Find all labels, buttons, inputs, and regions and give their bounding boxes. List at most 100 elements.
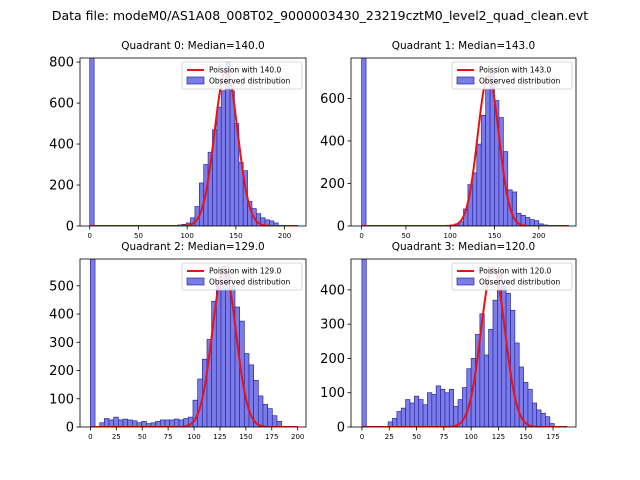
quadrant-1-bar bbox=[472, 172, 478, 226]
quadrant-0-x-tick-label: 200 bbox=[278, 232, 291, 240]
quadrant-2-title: Quadrant 2: Median=129.0 bbox=[121, 241, 264, 253]
quadrant-2-bar bbox=[257, 395, 264, 427]
quadrant-3-x-tick-label: 150 bbox=[519, 433, 532, 441]
quadrant-3-bar bbox=[545, 416, 551, 427]
quadrant-2-x-tick-label: 125 bbox=[213, 433, 226, 441]
quadrant-0-panel: Quadrant 0: Median=140.0 0 50 100 150 200 0 200… bbox=[49, 40, 307, 240]
quadrant-2-legend-bar-swatch bbox=[186, 277, 205, 286]
quadrant-0-x-tick-label: 100 bbox=[180, 232, 193, 240]
quadrant-3-bar bbox=[448, 388, 455, 427]
quadrant-2-x-tick-label: 0 bbox=[88, 433, 92, 441]
quadrant-3-bar bbox=[540, 412, 546, 427]
quadrant-1-legend-box bbox=[451, 61, 573, 90]
quadrant-2-bar bbox=[159, 419, 166, 427]
quadrant-2-x-tick-label: 25 bbox=[112, 433, 121, 441]
quadrant-3-fit-line bbox=[361, 266, 568, 427]
quadrant-1-y-tick-label: 200 bbox=[320, 177, 345, 192]
quadrant-3-bar bbox=[488, 328, 494, 427]
quadrant-2-y-tick-label: 400 bbox=[49, 308, 74, 323]
quadrant-0-legend-box bbox=[181, 61, 303, 90]
quadrant-3-y-tick-label: 100 bbox=[320, 386, 345, 401]
quadrant-3-x-tick-label: 125 bbox=[492, 433, 505, 441]
quadrant-1-title: Quadrant 1: Median=143.0 bbox=[392, 40, 535, 52]
quadrant-1-x-tick-label: 150 bbox=[488, 232, 501, 240]
quadrant-0-bar bbox=[220, 90, 226, 226]
quadrant-3-bar bbox=[418, 399, 424, 427]
quadrant-2-bar bbox=[215, 285, 222, 427]
quadrant-2-y-tick-label: 200 bbox=[49, 364, 74, 379]
quadrant-3-y-tick-label: 300 bbox=[320, 318, 345, 333]
quadrant-2-bar bbox=[225, 274, 231, 427]
quadrant-2-x-tick-label: 100 bbox=[187, 433, 200, 441]
quadrant-3-bar bbox=[431, 394, 437, 427]
quadrant-3-bar bbox=[444, 392, 450, 427]
quadrant-3-x-tick-label: 75 bbox=[439, 433, 448, 441]
quadrant-3-bar bbox=[409, 402, 415, 427]
quadrant-2-bar bbox=[113, 416, 119, 427]
quadrant-0-fit-line bbox=[89, 69, 299, 226]
quadrant-1-fit-line bbox=[361, 74, 569, 226]
quadrant-3-plot-area bbox=[361, 259, 568, 427]
quadrant-0-y-tick-label: 0 bbox=[66, 220, 74, 235]
quadrant-2-x-tick-label: 175 bbox=[265, 433, 278, 441]
quadrant-2-bar bbox=[276, 421, 282, 427]
quadrant-3-y-tick-label: 0 bbox=[337, 421, 345, 436]
quadrant-3-bar bbox=[400, 407, 406, 427]
quadrant-2-y-tick-label: 100 bbox=[49, 392, 74, 407]
quadrant-2-bar bbox=[90, 259, 96, 427]
quadrant-1-bar bbox=[511, 191, 517, 226]
quadrant-2-bar bbox=[122, 418, 129, 427]
quadrant-0-legend-observed-label: Observed distribution bbox=[209, 77, 290, 86]
quadrant-2-y-tick-label: 500 bbox=[49, 279, 74, 294]
quadrant-3-bar bbox=[453, 406, 459, 427]
quadrant-3-bar bbox=[536, 409, 542, 427]
quadrant-2-bar bbox=[118, 419, 124, 427]
quadrant-2-bar bbox=[169, 419, 175, 427]
quadrant-3-x-tick-label: 175 bbox=[546, 433, 559, 441]
quadrant-2-fit-line bbox=[90, 267, 298, 427]
quadrant-0-plot-area bbox=[89, 58, 299, 226]
quadrant-2-x-tick-label: 50 bbox=[138, 433, 147, 441]
quadrant-3-bar bbox=[396, 411, 402, 427]
quadrant-2-bar bbox=[127, 419, 133, 427]
quadrant-1-x-tick-label: 0 bbox=[359, 232, 363, 240]
quadrant-3-y-tick-label: 400 bbox=[320, 283, 345, 298]
quadrant-1-legend-observed-label: Observed distribution bbox=[479, 77, 560, 86]
quadrant-2-bar bbox=[173, 418, 180, 427]
quadrant-2-panel: Quadrant 2: Median=129.0 0 25 50 75 100 125 150… bbox=[49, 241, 307, 441]
quadrant-3-panel: Quadrant 3: Median=120.0 0 25 50 75 100 125 150… bbox=[320, 241, 577, 441]
quadrant-3-bar bbox=[427, 392, 433, 427]
quadrant-0-legend: Poission with 140.0 Observed distribution bbox=[181, 61, 303, 90]
quadrant-2-legend-fit-label: Poission with 129.0 bbox=[209, 267, 282, 276]
quadrant-3-bar bbox=[361, 259, 367, 427]
quadrant-3-bar bbox=[531, 402, 538, 427]
quadrant-1-legend-fit-label: Poission with 143.0 bbox=[479, 66, 552, 75]
quadrant-1-x-tick-label: 200 bbox=[532, 232, 545, 240]
quadrant-2-legend-observed-label: Observed distribution bbox=[209, 278, 290, 287]
quadrant-3-title: Quadrant 3: Median=120.0 bbox=[392, 241, 535, 253]
quadrant-3-legend-bar-swatch bbox=[456, 277, 475, 286]
quadrant-1-bar bbox=[476, 143, 482, 226]
quadrant-3-bar bbox=[527, 388, 533, 427]
quadrant-0-y-tick-label: 800 bbox=[49, 56, 74, 71]
quadrant-3-bar bbox=[422, 404, 428, 427]
quadrant-3-y-tick-label: 200 bbox=[320, 352, 345, 367]
quadrant-1-legend: Poission with 143.0 Observed distribution bbox=[451, 61, 573, 90]
quadrant-2-bar bbox=[108, 419, 115, 427]
quadrant-2-legend: Poission with 129.0 Observed distribution bbox=[181, 262, 303, 291]
quadrant-3-legend: Poission with 120.0 Observed distribution bbox=[451, 262, 573, 291]
quadrant-1-bar bbox=[525, 217, 531, 226]
quadrant-0-bar bbox=[89, 58, 95, 226]
quadrant-1-x-tick-label: 50 bbox=[401, 232, 410, 240]
quadrant-0-y-tick-label: 200 bbox=[49, 179, 74, 194]
quadrant-3-bar bbox=[510, 310, 516, 427]
quadrant-2-bar bbox=[262, 404, 269, 427]
quadrant-1-bar bbox=[485, 88, 491, 226]
quadrant-3-legend-box bbox=[451, 262, 573, 291]
quadrant-3-bar bbox=[392, 418, 398, 427]
quadrant-3-bar bbox=[514, 342, 520, 427]
quadrant-3-legend-fit-label: Poission with 120.0 bbox=[479, 267, 552, 276]
quadrant-3-bar bbox=[549, 423, 555, 427]
figure-suptitle: Data file: modeM0/AS1A08_008T02_90000034… bbox=[52, 8, 588, 23]
quadrant-3-bar bbox=[405, 399, 411, 427]
